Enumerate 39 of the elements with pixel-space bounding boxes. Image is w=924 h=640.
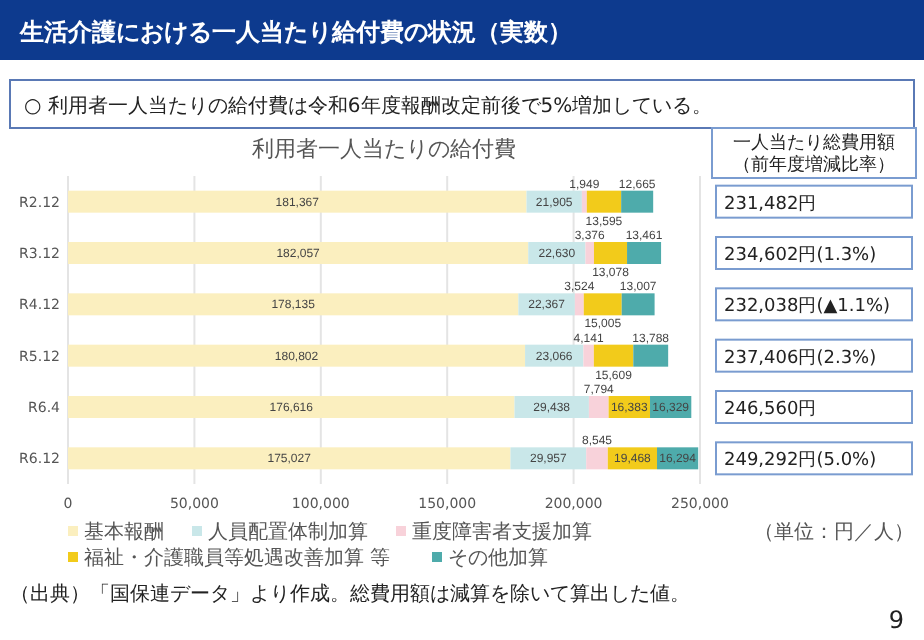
text: 237,406円(2.3%)	[724, 348, 877, 369]
bar	[574, 293, 584, 316]
bar	[585, 242, 594, 264]
bar	[581, 190, 587, 213]
bar	[588, 396, 609, 418]
bar	[633, 344, 669, 367]
text: 234,602円(1.3%)	[724, 246, 877, 266]
text: 246,560円	[724, 400, 817, 420]
bar	[621, 293, 655, 316]
bar	[68, 293, 519, 316]
text: 一人当たり総費用額	[733, 132, 895, 154]
legend-label: その他加算	[448, 546, 548, 570]
bar	[593, 242, 628, 264]
text: 利用者一人当たりの給付費	[252, 136, 516, 162]
chart-title: 生活介護における一人当たり給付費の状況（実数）	[18, 18, 572, 46]
text: 9	[888, 606, 904, 634]
bar	[627, 242, 662, 264]
bar	[583, 293, 622, 316]
bar	[68, 190, 527, 213]
legend-label: 人員配置体制加算	[208, 520, 368, 544]
legend-label: 福祉・介護職員等処遇改善加算 等	[84, 546, 391, 570]
text: （前年度増減比率）	[733, 154, 895, 176]
bar	[68, 447, 511, 470]
bar	[586, 447, 608, 470]
bar	[68, 344, 526, 367]
text: 231,482円	[724, 194, 817, 215]
bar	[586, 190, 622, 213]
bar	[593, 344, 634, 367]
legend-label: 基本報酬	[84, 520, 164, 544]
text: （単位：円／人）	[754, 520, 914, 544]
text: 249,292円(5.0%)	[724, 451, 877, 472]
bar	[68, 396, 515, 418]
text: （出典）「国保連データ」より作成。総費用額は減算を除いて算出した値。	[10, 582, 690, 606]
bar	[68, 242, 529, 264]
bar	[621, 190, 654, 213]
chart-subtitle: ○ 利用者一人当たりの給付費は令和6年度報酬改定前後で5%増加している。	[24, 94, 713, 118]
text: 232,038円(▲1.1%)	[724, 297, 891, 318]
bar	[583, 344, 594, 367]
legend-label: 重度障害者支援加算	[412, 520, 592, 544]
